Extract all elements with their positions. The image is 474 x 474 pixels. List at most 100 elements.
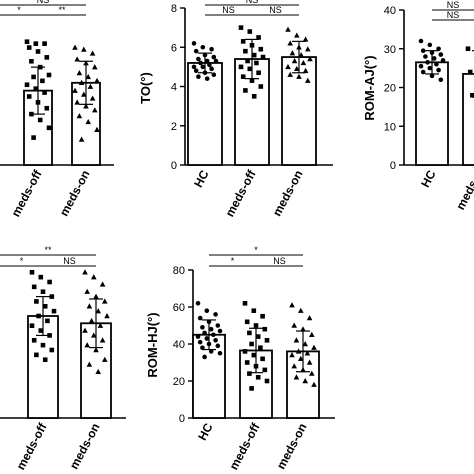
data-point (49, 294, 55, 299)
data-point (251, 352, 257, 358)
y-axis-label: ROM-AJ(°) (362, 55, 377, 120)
significance-label: * (17, 5, 21, 15)
data-point (249, 78, 255, 83)
data-point (309, 370, 315, 376)
significance-label: ** (44, 245, 52, 255)
data-point (31, 74, 36, 80)
data-point (51, 308, 57, 314)
data-point (34, 352, 39, 358)
data-point (200, 44, 206, 50)
data-point (72, 87, 78, 93)
data-point (97, 322, 104, 328)
data-point (258, 345, 263, 350)
data-point (24, 82, 30, 88)
data-point (289, 302, 295, 308)
y-tick-label: 0 (179, 413, 185, 425)
data-point (40, 342, 46, 348)
data-point (81, 91, 87, 97)
data-point (264, 338, 270, 343)
data-point (93, 293, 99, 299)
data-point (213, 58, 219, 64)
bar-HC (187, 62, 223, 166)
x-category-label: meds-on (270, 168, 306, 219)
data-point (29, 111, 34, 117)
data-point (206, 319, 212, 325)
data-point (33, 41, 39, 46)
data-point (102, 356, 108, 362)
data-point (302, 36, 309, 42)
data-point (202, 70, 208, 76)
data-point (438, 77, 444, 83)
data-point (247, 330, 252, 336)
data-point (244, 360, 250, 365)
data-point (204, 336, 210, 341)
data-point (251, 308, 257, 313)
y-tick-label: 8 (171, 3, 177, 15)
data-point (193, 68, 199, 74)
data-point (191, 64, 197, 70)
x-category-label: meds-on (67, 421, 103, 472)
data-point (94, 77, 100, 84)
data-point (251, 94, 257, 99)
data-point (306, 359, 313, 365)
data-point (467, 69, 473, 75)
data-point (298, 52, 304, 58)
data-point (83, 60, 89, 66)
data-point (298, 307, 304, 313)
data-point (465, 46, 471, 52)
data-point (436, 46, 441, 52)
data-point (255, 334, 261, 339)
data-point (104, 313, 110, 319)
data-point (247, 371, 252, 376)
data-point (78, 136, 85, 142)
data-point (429, 73, 435, 79)
data-point (306, 315, 313, 321)
data-point (86, 303, 93, 309)
data-point (196, 56, 201, 62)
data-point (304, 350, 311, 356)
data-point (35, 100, 41, 105)
data-point (35, 49, 41, 54)
y-axis-label: TO(°) (138, 72, 153, 104)
data-point (204, 76, 210, 81)
data-point (31, 284, 37, 290)
data-point (204, 308, 210, 314)
x-category-label: meds-off (226, 420, 263, 472)
data-point (91, 332, 97, 338)
data-point (84, 342, 90, 348)
data-point (195, 334, 201, 339)
data-point (46, 125, 52, 131)
bar-meds-o (462, 73, 474, 166)
data-point (427, 65, 433, 71)
data-point (256, 70, 261, 76)
data-point (247, 66, 253, 72)
x-category-label: meds-off (8, 167, 45, 219)
data-point (88, 317, 95, 324)
data-point (92, 107, 98, 113)
data-point (24, 39, 30, 44)
significance-label: NS (273, 256, 286, 266)
data-point (295, 348, 302, 354)
data-point (208, 349, 214, 354)
data-point (44, 55, 50, 60)
data-point (258, 84, 264, 89)
data-point (260, 313, 265, 319)
data-point (287, 71, 293, 77)
y-tick-label: 60 (173, 302, 185, 314)
data-point (91, 274, 97, 280)
data-point (242, 301, 248, 306)
significance-label: ** (58, 5, 66, 15)
data-point (193, 48, 199, 54)
data-point (285, 26, 291, 32)
y-tick-label: 6 (171, 42, 177, 54)
data-point (29, 269, 35, 275)
data-point (309, 331, 315, 337)
data-point (243, 48, 248, 54)
data-point (240, 39, 246, 44)
data-point (260, 54, 266, 60)
data-point (92, 64, 98, 70)
y-axis-label: ROM-HJ(°) (145, 312, 160, 377)
data-point (202, 52, 208, 58)
data-point (208, 326, 214, 332)
